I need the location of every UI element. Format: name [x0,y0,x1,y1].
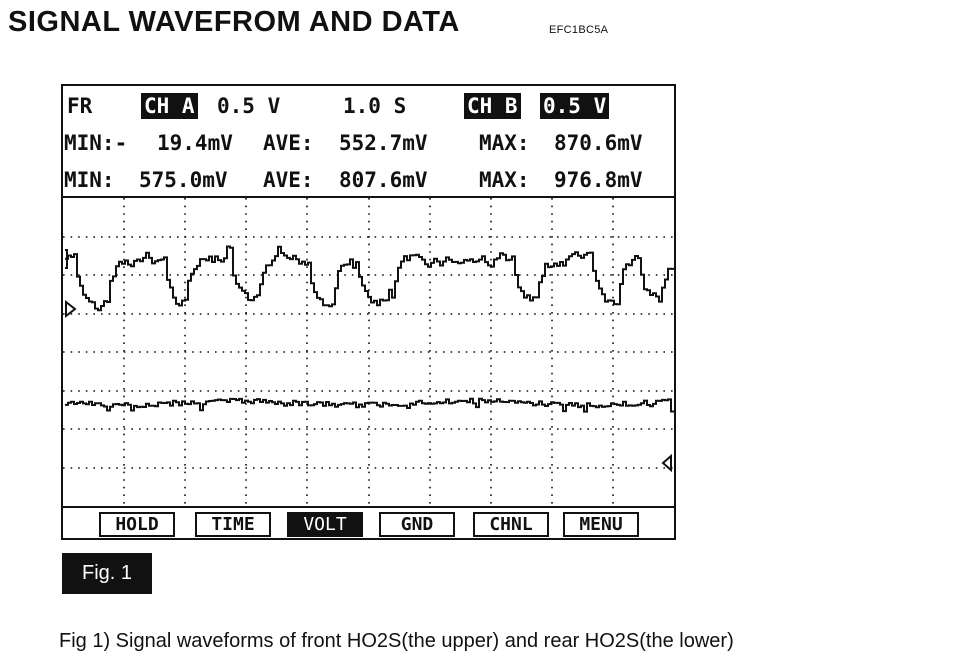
channel-b-ground-marker-icon[interactable] [661,453,672,473]
oscilloscope-screen: FR CH A 0.5 V 1.0 S CH B 0.5 V MIN:- 19.… [61,84,676,540]
figure-caption: Fig 1) Signal waveforms of front HO2S(th… [59,630,734,652]
channel-a-min-label: MIN:- [64,131,128,155]
channel-b-min-label: MIN: [64,168,115,192]
channel-a-ground-marker-icon[interactable] [65,299,77,319]
figure-badge: Fig. 1 [62,553,152,594]
channel-a-max-label: MAX: [479,131,530,155]
menu-button[interactable]: MENU [563,512,639,537]
channel-a-max-value: 870.6mV [554,131,643,155]
channel-b-max-value: 976.8mV [554,168,643,192]
gnd-button[interactable]: GND [379,512,455,537]
waveform-canvas[interactable] [63,198,674,506]
channel-b-ave-label: AVE: [263,168,314,192]
channel-b-stats-row: MIN: 575.0mV AVE: 807.6mV MAX: 976.8mV [63,162,674,198]
page-title: SIGNAL WAVEFROM AND DATA [8,6,460,38]
channel-a-ave-value: 552.7mV [339,131,428,155]
channel-b-scale[interactable]: 0.5 V [540,93,610,119]
graticule-grid [63,198,674,506]
channel-a-min-value: 19.4mV [157,131,233,155]
time-button[interactable]: TIME [195,512,271,537]
channel-b-ave-value: 807.6mV [339,168,428,192]
channel-b-label[interactable]: CH B [464,93,521,119]
rear-ho2s-trace [65,397,674,413]
hold-button[interactable]: HOLD [99,512,175,537]
header-divider [63,196,674,198]
channel-b-max-label: MAX: [479,168,530,192]
channel-a-stats-row: MIN:- 19.4mV AVE: 552.7mV MAX: 870.6mV [63,125,674,161]
channel-b-min-value: 575.0mV [139,168,228,192]
channel-a-scale: 0.5 V [217,94,281,118]
front-ho2s-trace [65,245,674,312]
channel-a-ave-label: AVE: [263,131,314,155]
volt-button[interactable]: VOLT [287,512,363,537]
time-scale: 1.0 S [343,94,407,118]
mode-label: FR [67,94,93,118]
chnl-button[interactable]: CHNL [473,512,549,537]
waveform-plot[interactable] [63,198,674,506]
scope-settings-row: FR CH A 0.5 V 1.0 S CH B 0.5 V [63,88,674,124]
channel-a-top-marker-icon [65,249,68,269]
document-code: EFC1BC5A [549,24,609,36]
softkey-bar: HOLD TIME VOLT GND CHNL MENU [63,506,674,538]
channel-a-label[interactable]: CH A [141,93,198,119]
